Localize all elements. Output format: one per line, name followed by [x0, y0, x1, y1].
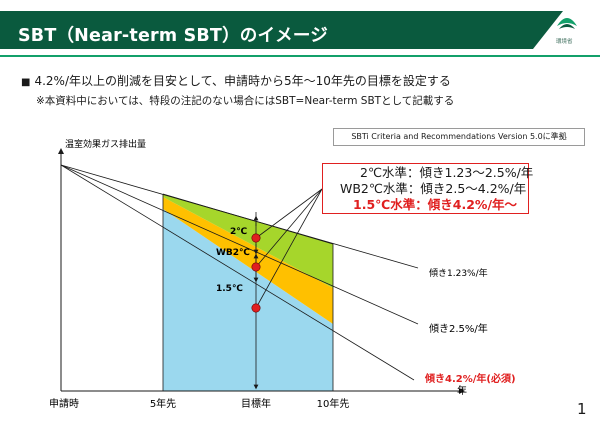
- x-tick-2: 目標年: [241, 397, 271, 410]
- marker-15c: [251, 303, 261, 313]
- page-title: SBT（Near-term SBT）のイメージ: [18, 26, 328, 46]
- callout-15c: 1.5℃水準：傾き4.2%/年～: [353, 197, 518, 212]
- band-label-15c: 1.5℃: [216, 284, 243, 294]
- callout-wb2c: WB2℃水準：傾き2.5～4.2%/年: [340, 181, 527, 196]
- bullet-square-icon: ■: [21, 77, 31, 88]
- band-label-wb2c: WB2℃: [216, 248, 250, 258]
- slope-line-123: [60, 164, 419, 269]
- ministry-logo-text: 環境省: [556, 39, 573, 45]
- slope-label-42: 傾き4.2%/年(必須): [424, 372, 516, 385]
- x-axis-label: 年: [457, 384, 467, 397]
- band-wb2c: [163, 197, 333, 324]
- band-label-2c: 2℃: [230, 227, 247, 237]
- slope-line-25: [60, 164, 419, 325]
- x-tick-0: 申請時: [49, 397, 79, 410]
- x-tick-1: 5年先: [150, 397, 176, 410]
- main-bullet-text: 4.2%/年以上の削減を目安として、申請時から5年～10年先の目標を設定する: [34, 74, 451, 88]
- marker-2c: [251, 233, 261, 243]
- slope-label-123: 傾き1.23%/年: [429, 267, 488, 279]
- slope-line-42: [60, 164, 415, 381]
- footnote: ※本資料中においては、特段の注記のない場合にはSBT=Near-term SBT…: [36, 95, 455, 107]
- level-callout: 2℃水準：傾き1.23～2.5%/年 WB2℃水準：傾き2.5～4.2%/年 1…: [322, 163, 534, 214]
- page-number: 1: [577, 400, 587, 418]
- ministry-logo-icon: [557, 18, 577, 29]
- band-15c: [163, 209, 333, 391]
- criteria-tag: SBTi Criteria and Recommendations Versio…: [333, 128, 585, 146]
- x-tick-3: 10年先: [317, 397, 350, 410]
- slope-label-25: 傾き2.5%/年: [429, 322, 488, 335]
- y-axis-label: 温室効果ガス排出量: [65, 138, 146, 150]
- callout-2c: 2℃水準：傾き1.23～2.5%/年: [360, 165, 534, 180]
- main-bullet: ■ 4.2%/年以上の削減を目安として、申請時から5年～10年先の目標を設定する: [21, 72, 451, 89]
- title-banner: [0, 11, 600, 57]
- band-2c: [163, 194, 333, 288]
- marker-wb2c: [251, 262, 261, 272]
